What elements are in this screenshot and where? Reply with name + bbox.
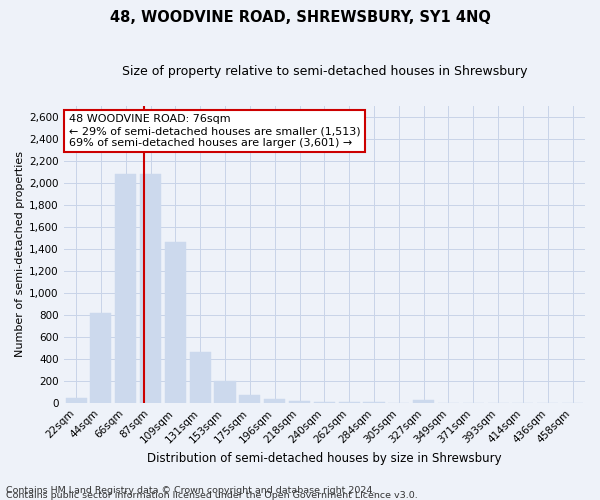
- Bar: [91, 313, 112, 404]
- Bar: [364, 402, 385, 404]
- Text: Contains public sector information licensed under the Open Government Licence v3: Contains public sector information licen…: [6, 491, 418, 500]
- Bar: [314, 402, 335, 404]
- Bar: [239, 394, 260, 404]
- Bar: [214, 382, 236, 404]
- Bar: [289, 401, 310, 404]
- Text: 48 WOODVINE ROAD: 76sqm
← 29% of semi-detached houses are smaller (1,513)
69% of: 48 WOODVINE ROAD: 76sqm ← 29% of semi-de…: [69, 114, 361, 148]
- Bar: [338, 402, 360, 404]
- Bar: [190, 352, 211, 404]
- Text: 48, WOODVINE ROAD, SHREWSBURY, SY1 4NQ: 48, WOODVINE ROAD, SHREWSBURY, SY1 4NQ: [110, 10, 490, 25]
- Text: Contains HM Land Registry data © Crown copyright and database right 2024.: Contains HM Land Registry data © Crown c…: [6, 486, 376, 495]
- Bar: [115, 174, 136, 404]
- X-axis label: Distribution of semi-detached houses by size in Shrewsbury: Distribution of semi-detached houses by …: [147, 452, 502, 465]
- Bar: [413, 400, 434, 404]
- Title: Size of property relative to semi-detached houses in Shrewsbury: Size of property relative to semi-detach…: [122, 65, 527, 78]
- Bar: [264, 400, 285, 404]
- Bar: [65, 398, 86, 404]
- Y-axis label: Number of semi-detached properties: Number of semi-detached properties: [15, 152, 25, 358]
- Bar: [140, 174, 161, 404]
- Bar: [165, 242, 186, 404]
